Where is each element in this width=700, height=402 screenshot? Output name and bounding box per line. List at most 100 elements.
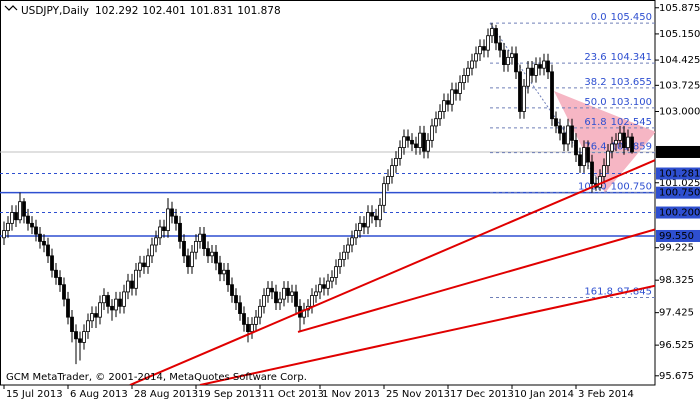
- candle-body: [98, 302, 102, 318]
- fib-label: 61.8 102.545: [584, 117, 652, 128]
- candle-body: [470, 60, 474, 69]
- header-text: USDJPY,Daily 102.292 102.401 101.831 101.878: [21, 5, 281, 17]
- candle-body: [426, 139, 430, 152]
- candle-body: [406, 136, 410, 141]
- candle-body: [350, 237, 354, 246]
- candle-body: [570, 125, 574, 141]
- candle-body: [318, 284, 322, 293]
- candle-body: [438, 111, 442, 120]
- triangle: [553, 91, 655, 193]
- header: USDJPY,Daily 102.292 102.401 101.831 101.878: [4, 5, 281, 17]
- candle-body: [410, 139, 414, 145]
- y-tick-label: 104.425: [659, 55, 700, 66]
- candle-body: [138, 262, 142, 271]
- x-tick-label: 25 Nov 2013: [386, 389, 450, 400]
- candle-body: [526, 67, 530, 87]
- close-value: 101.878: [237, 5, 280, 17]
- candle-body: [78, 338, 82, 343]
- candle-body: [462, 75, 466, 84]
- candle-body: [602, 165, 606, 177]
- fib-price: 97.845: [617, 287, 652, 298]
- candle-body: [510, 53, 514, 58]
- candle-body: [450, 89, 454, 105]
- candle-body: [190, 251, 194, 268]
- x-tick-label: 11 Oct 2013: [262, 389, 324, 400]
- candle-body: [170, 208, 174, 217]
- candle-body: [490, 28, 494, 37]
- candle-body: [82, 331, 86, 343]
- candle-body: [186, 255, 190, 268]
- x-tick-label: 6 Aug 2013: [70, 389, 128, 400]
- footer: GCM MetaTrader, © 2001-2014, MetaQuotes …: [6, 372, 307, 383]
- candle-body: [498, 42, 502, 51]
- candle-body: [386, 176, 390, 185]
- candle-body: [26, 215, 30, 224]
- fib-label: 50.0 103.100: [584, 97, 652, 108]
- candle-body: [122, 291, 126, 307]
- candle-body: [626, 136, 630, 148]
- candle-body: [550, 71, 554, 120]
- candle-body: [54, 269, 58, 278]
- candle-body: [254, 316, 258, 325]
- candle-body: [586, 147, 590, 163]
- level-label: 100.200: [659, 208, 700, 219]
- candle-body: [486, 35, 490, 51]
- candle-body: [402, 136, 406, 148]
- candle-body: [38, 233, 42, 242]
- candle-body: [18, 201, 22, 221]
- candle-body: [618, 132, 622, 141]
- candle-body: [630, 136, 634, 153]
- candle-body: [506, 56, 510, 65]
- fib-label: 23.6 104.341: [584, 52, 652, 63]
- x-tick-label: 10 Jan 2014: [514, 389, 574, 400]
- level-box: [656, 206, 700, 219]
- fib-ratio: 0.0: [591, 12, 607, 23]
- x-tick-label: 19 Sep 2013: [198, 389, 261, 400]
- candle-body: [342, 251, 346, 260]
- candle-body: [250, 323, 254, 332]
- candle-body: [414, 143, 418, 148]
- candle-body: [514, 53, 518, 73]
- candle-body: [326, 280, 330, 289]
- symbol: USDJPY,Daily: [21, 5, 89, 17]
- level-box: [656, 167, 700, 180]
- candle-body: [622, 132, 626, 148]
- candle-body: [178, 222, 182, 242]
- candle-body: [222, 269, 226, 275]
- x-tick-label: 1 Nov 2013: [322, 389, 380, 400]
- candle-body: [202, 233, 206, 250]
- candle-body: [338, 259, 342, 268]
- candle-body: [22, 201, 26, 217]
- candle-body: [242, 313, 246, 325]
- candle-body: [610, 143, 614, 152]
- last-price-box: [656, 145, 700, 158]
- fib-label: 38.2 103.655: [584, 77, 652, 88]
- y-tick-label: 98.325: [659, 275, 694, 286]
- high-value: 102.401: [142, 5, 185, 17]
- candle-body: [282, 287, 286, 300]
- candle-body: [2, 230, 6, 239]
- candle-body: [542, 60, 546, 69]
- candle-body: [362, 222, 366, 228]
- level-box: [656, 229, 700, 242]
- candle-body: [578, 154, 582, 167]
- candle-body: [74, 331, 78, 340]
- candle-body: [478, 46, 482, 55]
- candle-body: [266, 287, 270, 296]
- candle-body: [214, 251, 218, 264]
- candle-body: [34, 226, 38, 235]
- trend-line: [297, 228, 655, 333]
- trend-line: [199, 284, 655, 385]
- candle-body: [294, 291, 298, 307]
- candle-body: [70, 316, 74, 332]
- candle-body: [182, 240, 186, 257]
- candle-body: [166, 208, 170, 231]
- candle-body: [590, 161, 594, 185]
- candle-body: [454, 89, 458, 94]
- level-label: 101.281: [659, 169, 700, 180]
- candle-body: [86, 320, 90, 332]
- low-value: 101.831: [190, 5, 233, 17]
- candle-body: [538, 64, 542, 69]
- candle-body: [238, 302, 242, 314]
